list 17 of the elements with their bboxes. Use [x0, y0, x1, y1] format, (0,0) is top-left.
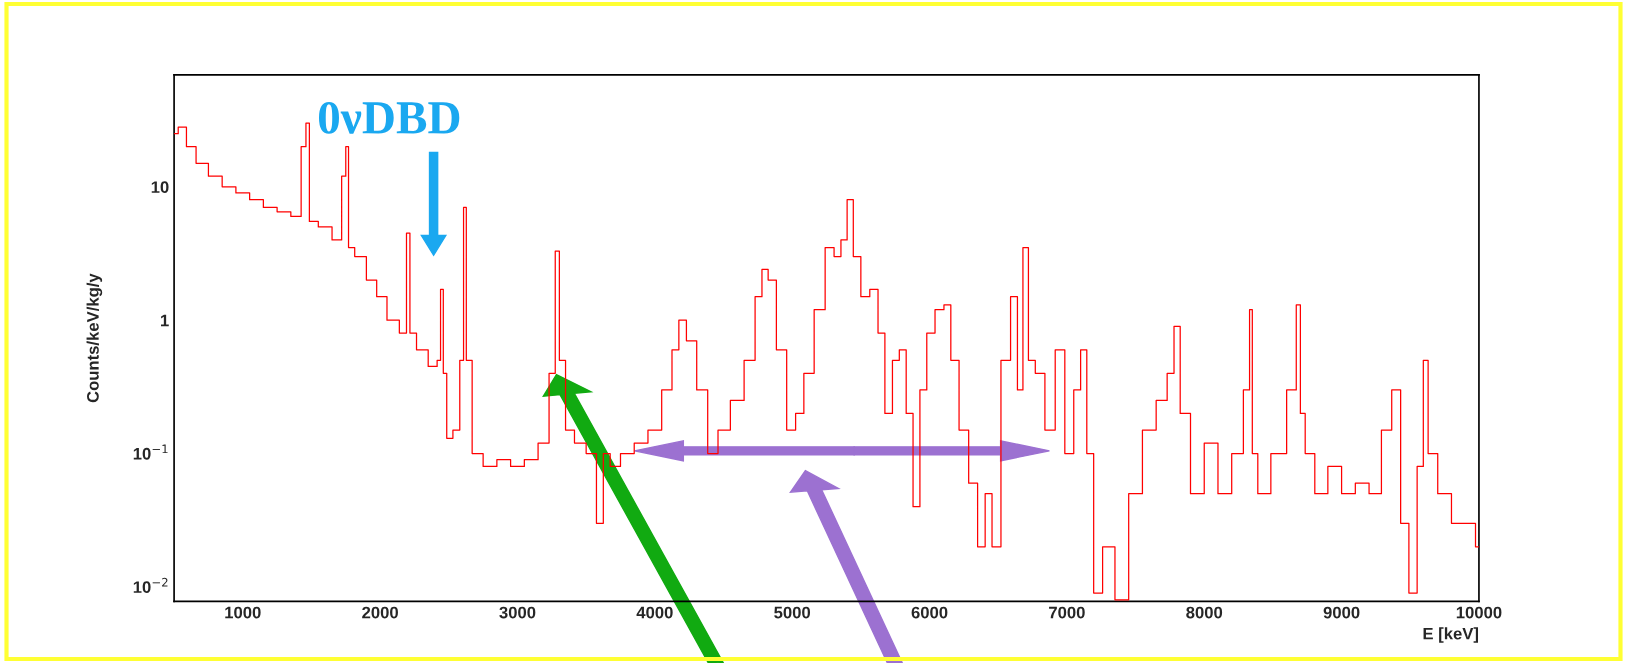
y-tick-label: 10 — [151, 181, 169, 194]
y-axis-title: Counts/keV/kg/y — [86, 273, 103, 403]
x-tick-label: 10000 — [1456, 606, 1502, 619]
y-tick-label: 10$^{−1}$ — [133, 444, 168, 460]
x-tick-label: 5000 — [774, 606, 811, 619]
x-tick-label: 1000 — [225, 606, 261, 619]
x-tick-label: 2000 — [362, 606, 398, 619]
x-tick-label: 7000 — [1049, 606, 1085, 619]
x-tick-label: 3000 — [499, 606, 536, 619]
x-axis-title: E [keV] — [1423, 627, 1479, 643]
annotation: 0νDBD — [318, 101, 460, 134]
y-tick-label: 1 — [161, 314, 169, 327]
x-tick-label: 6000 — [911, 606, 948, 619]
x-tick-label: 9000 — [1323, 606, 1360, 619]
x-tick-label: 8000 — [1186, 606, 1223, 619]
x-tick-label: 4000 — [636, 606, 673, 619]
y-tick-label: 10$^{−2}$ — [133, 577, 168, 594]
